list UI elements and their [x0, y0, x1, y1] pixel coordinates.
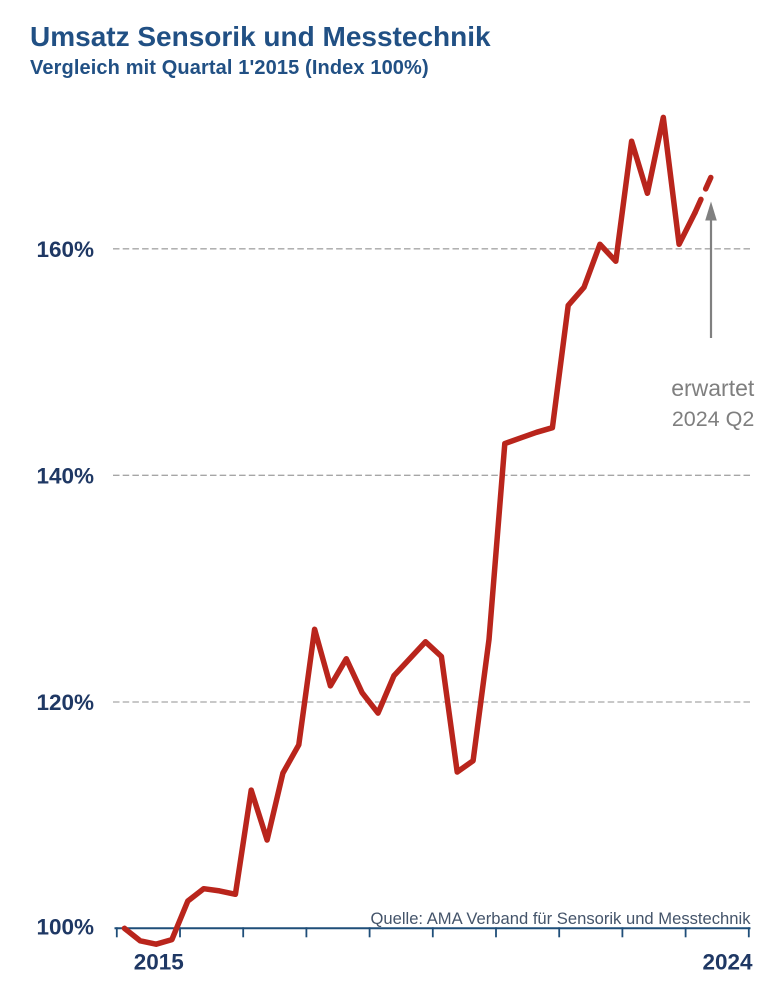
svg-text:erwartet: erwartet	[671, 375, 755, 401]
svg-text:Quelle: AMA Verband für Sensor: Quelle: AMA Verband für Sensorik und Mes…	[370, 909, 751, 928]
svg-text:2024 Q2: 2024 Q2	[672, 407, 754, 431]
svg-text:2015: 2015	[134, 949, 184, 974]
svg-text:120%: 120%	[36, 690, 94, 715]
svg-text:100%: 100%	[36, 915, 94, 940]
svg-text:140%: 140%	[36, 464, 94, 489]
svg-text:160%: 160%	[36, 237, 94, 262]
svg-text:Vergleich mit Quartal 1'2015 (: Vergleich mit Quartal 1'2015 (Index 100%…	[30, 57, 429, 79]
svg-text:2024: 2024	[702, 949, 753, 974]
svg-text:Umsatz Sensorik und Messtechni: Umsatz Sensorik und Messtechnik	[30, 21, 491, 52]
